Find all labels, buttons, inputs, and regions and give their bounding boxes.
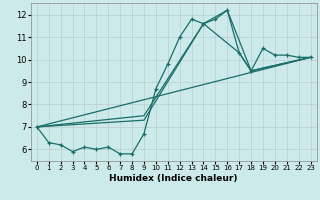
X-axis label: Humidex (Indice chaleur): Humidex (Indice chaleur) — [109, 174, 238, 183]
